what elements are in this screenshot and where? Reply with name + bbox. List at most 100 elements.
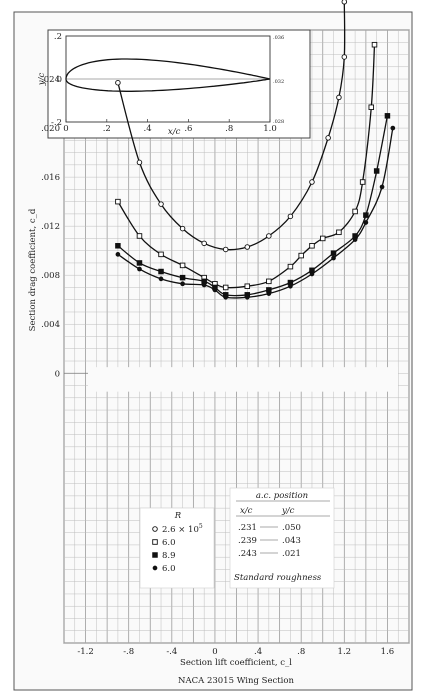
inset-y-tick-label: 0 — [57, 75, 62, 85]
table-note: Standard roughness — [234, 573, 322, 583]
data-marker — [136, 260, 143, 266]
table-cell: .043 — [282, 536, 301, 546]
y-tick-label: .020 — [41, 124, 60, 134]
data-marker — [390, 125, 396, 131]
data-marker — [223, 294, 229, 300]
table-cell: .239 — [238, 536, 257, 546]
data-marker — [179, 274, 186, 281]
legend-title: R — [174, 511, 182, 521]
inset-y-label: y/c — [37, 73, 47, 87]
axis-band — [64, 367, 398, 392]
data-marker — [331, 255, 336, 261]
data-marker — [152, 565, 158, 571]
data-marker — [244, 283, 251, 289]
x-tick-labels: -1.2 -.8 -.4 0 .4 .8 1.2 1.6 — [77, 647, 394, 657]
inset-y-tick-label: -.2 — [51, 118, 62, 128]
data-marker — [336, 94, 342, 101]
data-marker — [309, 243, 315, 249]
data-marker — [325, 135, 331, 141]
data-marker — [212, 287, 218, 293]
figure-title: NACA 23015 Wing Section — [178, 676, 294, 686]
inset-x-label: x/c — [168, 127, 181, 137]
data-marker — [352, 237, 358, 242]
data-marker — [266, 291, 272, 296]
data-marker — [152, 552, 158, 558]
legend-label: 6.0 — [162, 564, 176, 574]
legend-label: 8.9 — [162, 551, 176, 561]
data-marker — [201, 240, 207, 247]
data-marker — [137, 266, 142, 272]
data-marker — [309, 179, 315, 185]
inset-x-tick-label: 0 — [63, 124, 68, 134]
x-tick-label: 1.6 — [381, 647, 395, 657]
data-marker — [320, 235, 326, 242]
x-tick-label: .8 — [297, 647, 305, 657]
data-marker — [115, 243, 121, 249]
series-3 — [115, 125, 396, 300]
x-tick-label: 0 — [212, 647, 217, 657]
data-marker — [115, 198, 121, 205]
data-marker — [363, 212, 369, 218]
y-tick-label: .016 — [41, 173, 60, 183]
data-marker — [158, 201, 164, 207]
data-marker — [201, 282, 207, 288]
data-marker — [298, 252, 304, 259]
table-cell: .050 — [282, 523, 301, 533]
data-marker — [158, 251, 164, 258]
data-marker — [363, 220, 369, 225]
legend: R 2.6 × 105 6.0 8.9 6.0 — [139, 507, 215, 589]
data-marker — [222, 246, 229, 253]
data-marker — [152, 526, 158, 532]
legend-superscript: 5 — [199, 523, 203, 530]
data-marker — [341, 54, 348, 60]
airfoil-outline — [65, 58, 271, 92]
inset-right-tick-label: .036 — [273, 35, 284, 41]
data-curves — [115, 0, 396, 300]
data-marker — [222, 284, 229, 291]
y-axis-label: Section drag coefficient, c_d — [28, 208, 38, 331]
series-line — [117, 127, 394, 299]
zero-band — [88, 367, 398, 392]
y-tick-label: .004 — [41, 320, 60, 330]
x-tick-label: -.4 — [166, 647, 177, 657]
inset-right-tick-label: .032 — [273, 79, 284, 85]
data-marker — [359, 179, 366, 185]
table-cell: .231 — [238, 523, 257, 533]
table-header: y/c — [281, 506, 295, 516]
inset-right-tick-label: .028 — [273, 119, 284, 125]
table-cell: .243 — [238, 549, 257, 559]
data-marker — [115, 79, 121, 86]
data-marker — [179, 225, 186, 232]
x-tick-label: -.8 — [123, 647, 134, 657]
data-marker — [352, 208, 358, 215]
inset-x-tick-label: .8 — [225, 124, 233, 134]
legend-label: 2.6 × 105 — [162, 523, 203, 535]
data-marker — [309, 271, 315, 277]
data-marker — [244, 294, 250, 300]
table-cell: .021 — [282, 549, 301, 559]
series-line — [117, 115, 389, 297]
data-marker — [341, 0, 348, 5]
x-tick-label: .4 — [254, 647, 262, 657]
table-header: x/c — [240, 506, 253, 516]
data-marker — [330, 250, 337, 256]
data-marker — [115, 252, 121, 257]
table-box — [229, 487, 335, 589]
table-title: a.c. position — [256, 491, 308, 501]
data-marker — [158, 268, 164, 275]
data-marker — [371, 41, 378, 48]
inset-y-tick-label: .2 — [54, 32, 62, 42]
legend-label: 6.0 — [162, 538, 176, 548]
data-marker — [152, 539, 158, 545]
data-marker — [287, 213, 294, 220]
data-marker — [368, 104, 375, 110]
y-tick-label: .008 — [41, 271, 60, 281]
inset-x-tick-label: .2 — [103, 124, 111, 134]
inset-x-tick-label: 1.0 — [263, 124, 277, 134]
data-marker — [266, 278, 272, 285]
inset-x-tick-label: .4 — [144, 124, 152, 134]
data-marker — [384, 113, 391, 119]
